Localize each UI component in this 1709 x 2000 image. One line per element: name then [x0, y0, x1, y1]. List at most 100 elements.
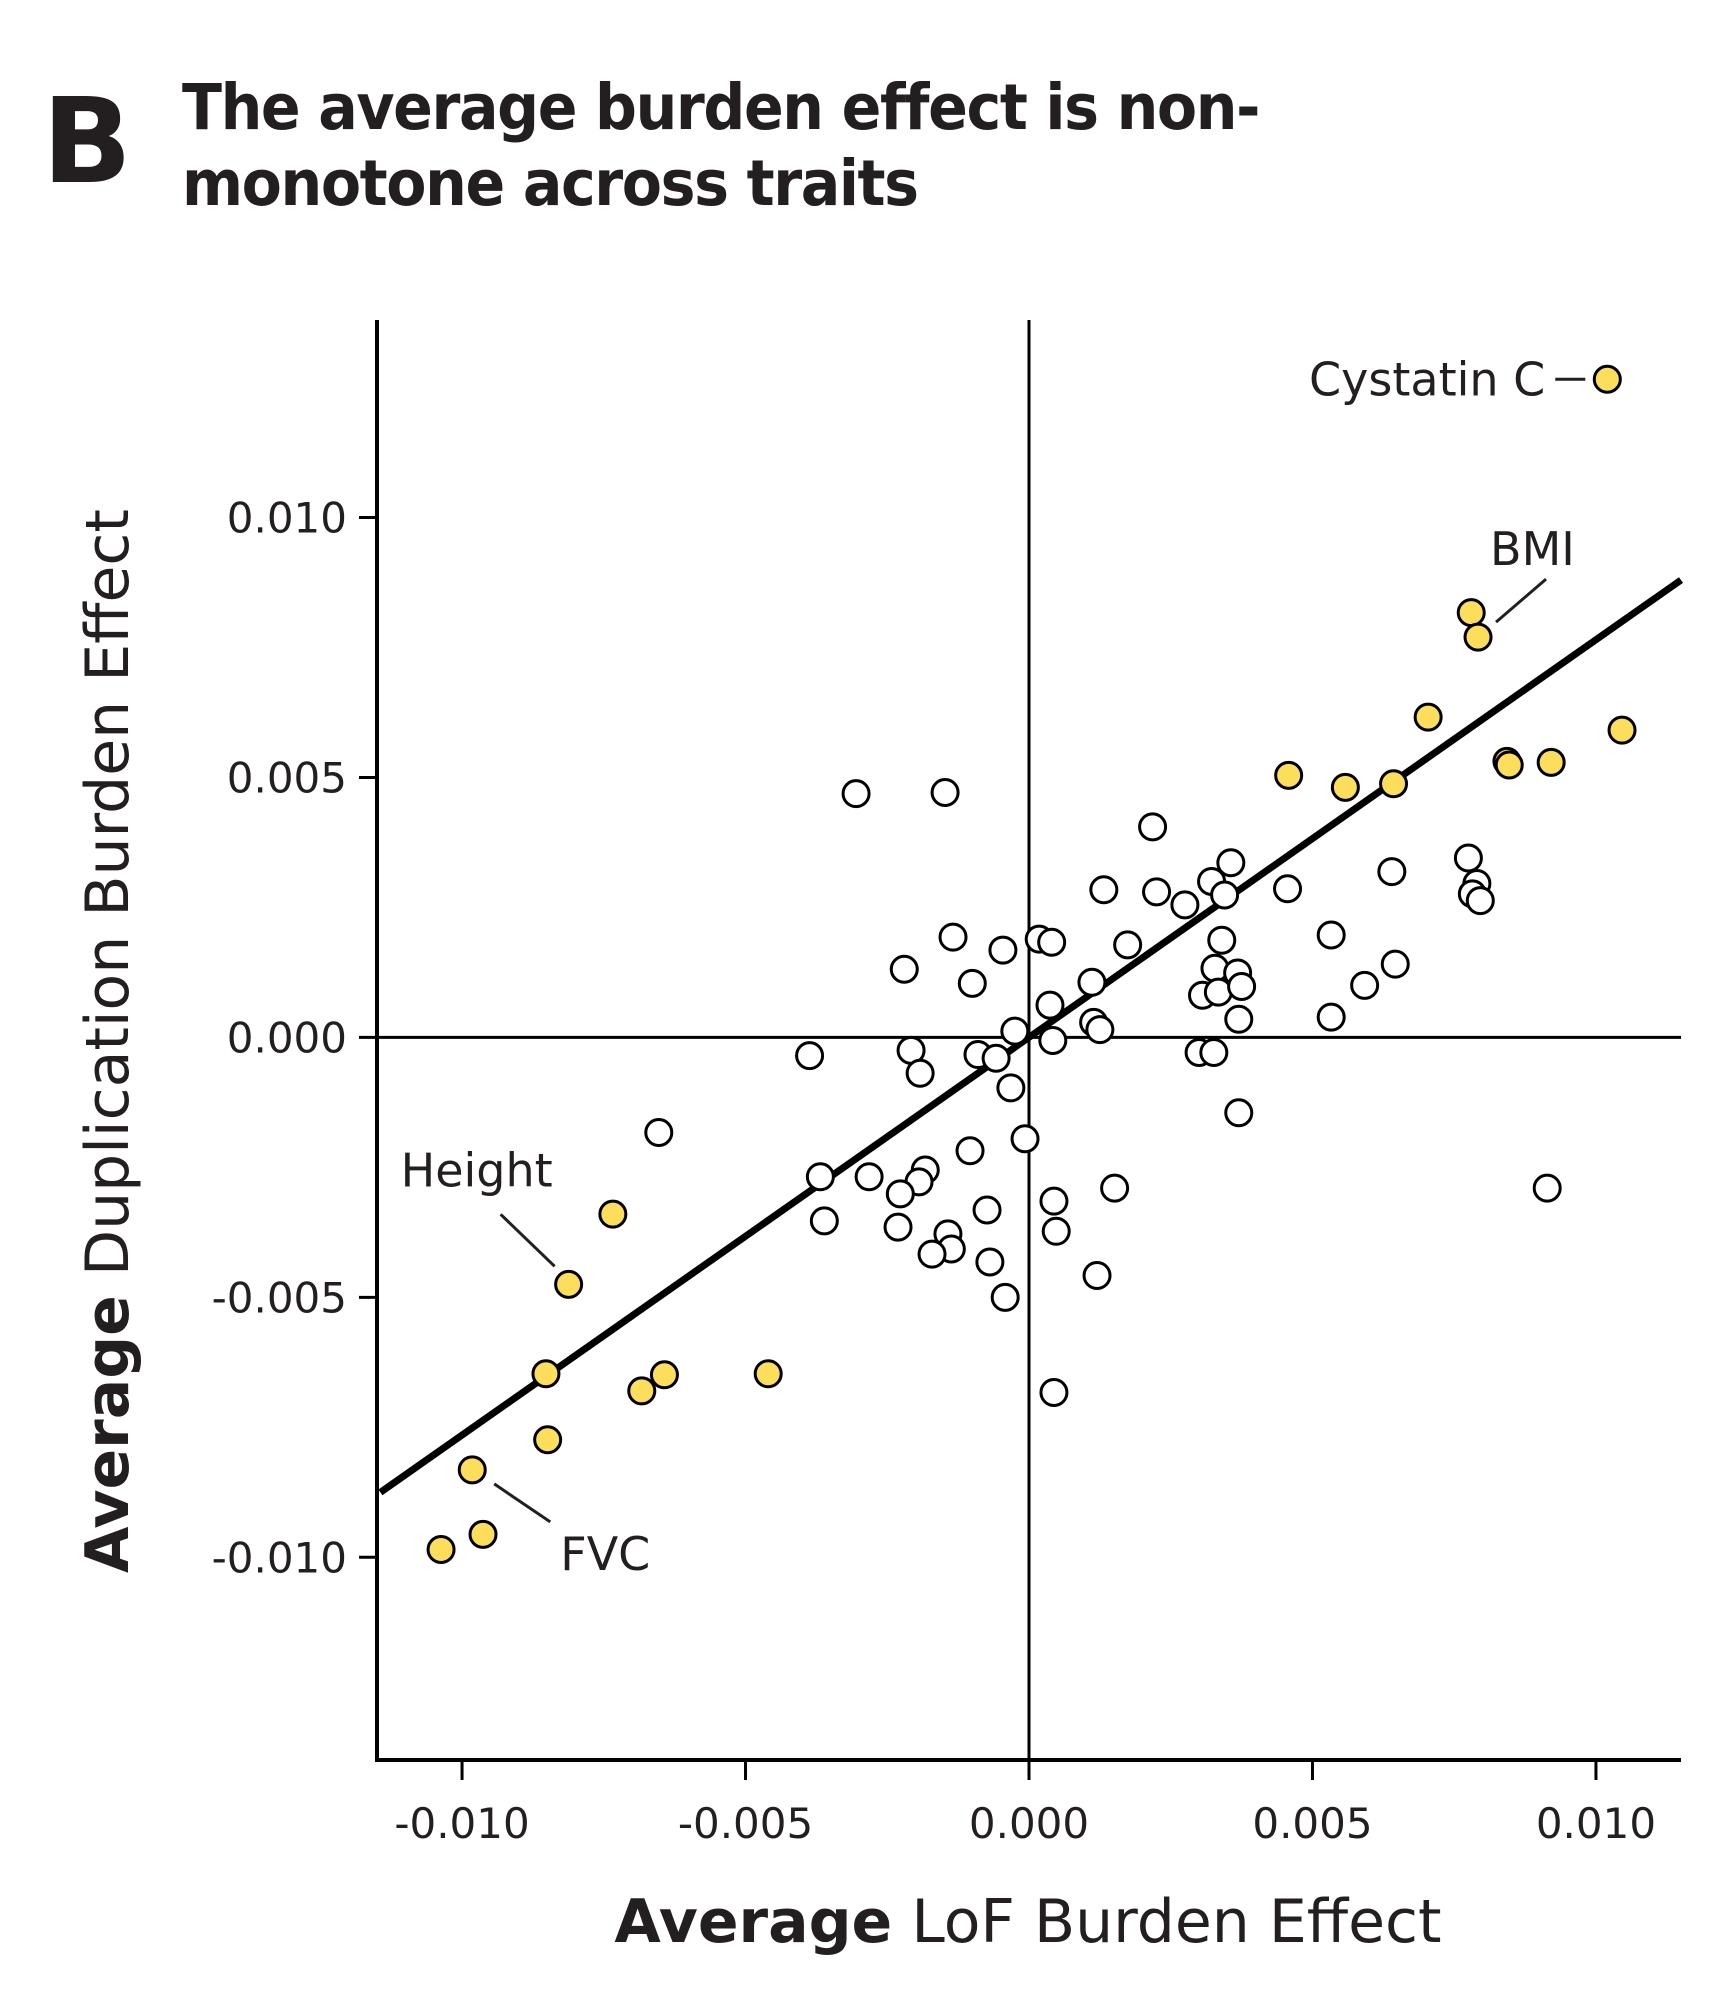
- data-point: [854, 1162, 884, 1192]
- data-point: [1227, 971, 1257, 1001]
- regression-line: [378, 577, 1684, 1496]
- highlighted-point: [753, 1359, 783, 1389]
- highlighted-point: [468, 1519, 498, 1549]
- y-tick-label: 0.010: [227, 494, 347, 543]
- highlighted-point: [1607, 715, 1637, 745]
- annotation-leaders: [493, 377, 1586, 1524]
- data-point: [972, 1195, 1002, 1225]
- annotation-leader-line: [493, 1482, 552, 1524]
- data-point: [795, 1041, 825, 1071]
- data-point: [1142, 877, 1172, 907]
- data-point: [1316, 920, 1346, 950]
- data-point: [981, 1043, 1011, 1073]
- data-point: [1207, 925, 1237, 955]
- data-point: [1035, 990, 1065, 1020]
- annotation-labels: Cystatin C BMI Height FVC: [401, 352, 1575, 1581]
- data-point: [1038, 1026, 1068, 1056]
- data-point: [1039, 1377, 1069, 1407]
- x-axis-title-bold: Average: [614, 1887, 892, 1957]
- data-point: [1138, 812, 1168, 842]
- data-point: [1199, 1037, 1229, 1067]
- data-point: [644, 1118, 674, 1148]
- data-point: [1113, 930, 1143, 960]
- data-point: [938, 922, 968, 952]
- y-tick-label: -0.005: [212, 1273, 347, 1322]
- x-tick-label: -0.010: [394, 1799, 529, 1848]
- highlighted-point: [1274, 760, 1304, 790]
- highlighted-point: [627, 1376, 657, 1406]
- x-tick-label: 0.010: [1536, 1799, 1656, 1848]
- data-point: [1273, 874, 1303, 904]
- highlighted-point: [533, 1425, 563, 1455]
- highlighted-point: [1463, 622, 1493, 652]
- data-point: [1380, 949, 1410, 979]
- highlighted-point: [1592, 364, 1622, 394]
- data-point: [990, 1282, 1020, 1312]
- highlighted-point: [426, 1534, 456, 1564]
- axes: [359, 320, 1681, 1780]
- x-tick-label: 0.005: [1252, 1799, 1372, 1848]
- highlighted-point: [457, 1455, 487, 1485]
- data-point: [883, 1212, 913, 1242]
- y-axis-title-rest: Duplication Burden Effect: [73, 509, 143, 1295]
- x-tick-label: 0.000: [969, 1799, 1089, 1848]
- highlighted-point: [1494, 750, 1524, 780]
- annotation-leader-line: [1495, 577, 1548, 624]
- tick-labels: -0.010 -0.005 0.000 0.005 0.010 -0.010 -0.005 0…: [212, 494, 1656, 1848]
- data-point: [905, 1058, 935, 1088]
- y-axis-title: Average Duplication Burden Effect: [73, 509, 143, 1573]
- data-point: [1210, 880, 1240, 910]
- highlighted-point: [1330, 772, 1360, 802]
- data-point: [1037, 927, 1067, 957]
- highlighted-point: [1413, 702, 1443, 732]
- data-point: [930, 778, 960, 808]
- data-point: [889, 954, 919, 984]
- data-point: [975, 1247, 1005, 1277]
- data-point: [1224, 1004, 1254, 1034]
- data-point: [1532, 1173, 1562, 1203]
- data-point: [1224, 1098, 1254, 1128]
- annotation-label: Cystatin C: [1309, 352, 1545, 406]
- data-point: [957, 968, 987, 998]
- data-point: [1453, 843, 1483, 873]
- data-point: [955, 1136, 985, 1166]
- data-point: [841, 779, 871, 809]
- y-tick-label: -0.010: [212, 1533, 347, 1582]
- y-tick-label: 0.005: [227, 753, 347, 802]
- data-point: [1316, 1002, 1346, 1032]
- data-points: [426, 364, 1637, 1564]
- data-point: [1010, 1124, 1040, 1154]
- data-point: [1089, 875, 1119, 905]
- data-point: [996, 1073, 1026, 1103]
- data-point: [885, 1179, 915, 1209]
- data-point: [1077, 967, 1107, 997]
- x-tick-label: -0.005: [678, 1799, 813, 1848]
- highlighted-point: [554, 1269, 584, 1299]
- annotation-leader-line: [499, 1213, 556, 1268]
- data-point: [1082, 1260, 1112, 1290]
- data-point: [1203, 977, 1233, 1007]
- annotation-label: FVC: [560, 1527, 650, 1581]
- data-point: [1039, 1186, 1069, 1216]
- data-point: [1041, 1216, 1071, 1246]
- annotation-label: BMI: [1490, 522, 1575, 576]
- highlighted-point: [1379, 769, 1409, 799]
- x-axis-title: Average LoF Burden Effect: [614, 1887, 1441, 1957]
- data-point: [1085, 1015, 1115, 1045]
- annotation-label: Height: [401, 1143, 553, 1197]
- data-point: [1100, 1173, 1130, 1203]
- y-axis-title-bold: Average: [73, 1295, 143, 1573]
- panel-letter: B: [42, 72, 132, 210]
- x-axis-title-rest: LoF Burden Effect: [892, 1887, 1441, 1957]
- data-point: [1350, 970, 1380, 1000]
- highlighted-point: [531, 1359, 561, 1389]
- data-point: [1465, 886, 1495, 916]
- highlighted-point: [1456, 598, 1486, 628]
- data-point: [1000, 1016, 1030, 1046]
- data-point: [988, 935, 1018, 965]
- highlighted-point: [1536, 747, 1566, 777]
- highlighted-point: [649, 1360, 679, 1390]
- y-tick-label: 0.000: [227, 1013, 347, 1062]
- data-point: [809, 1206, 839, 1236]
